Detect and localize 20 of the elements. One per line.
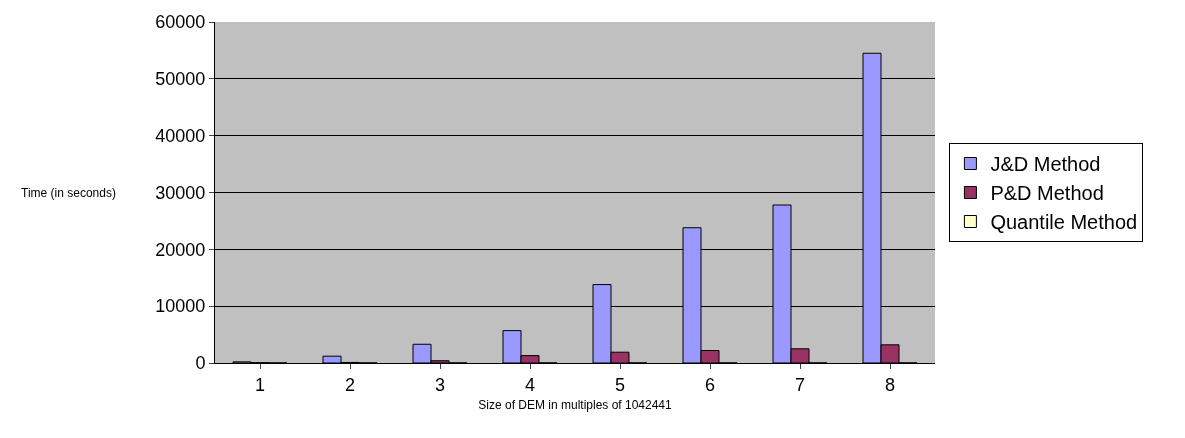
y-tick-label: 60000 (155, 12, 206, 33)
legend-label: P&D Method (990, 182, 1104, 205)
x-tick-label: 3 (434, 374, 446, 395)
x-tick-label: 7 (794, 374, 806, 395)
y-tick-label: 0 (195, 353, 206, 374)
x-tick-label: 8 (884, 374, 896, 395)
x-tick-label: 1 (254, 374, 266, 395)
x-tick-label: 2 (344, 374, 356, 395)
y-tick-label: 50000 (155, 69, 206, 90)
legend-label: J&D Method (990, 153, 1101, 176)
y-tick-label: 10000 (155, 296, 206, 317)
x-tick-label: 4 (524, 374, 536, 395)
y-axis-title: Time (in seconds) (21, 186, 116, 200)
x-tick-label: 5 (614, 374, 626, 395)
legend-label: Quantile Method (990, 211, 1138, 234)
y-tick-label: 40000 (155, 125, 206, 146)
y-tick-label: 30000 (155, 182, 206, 203)
x-axis-title: Size of DEM in multiples of 1042441 (478, 398, 673, 412)
x-tick-label: 6 (704, 374, 716, 395)
y-tick-label: 20000 (155, 239, 206, 260)
